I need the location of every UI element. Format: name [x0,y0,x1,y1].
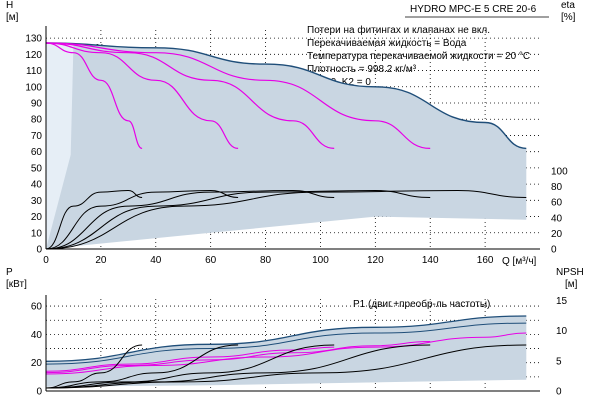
h-tick-label-8: 80 [31,115,43,126]
h-tick-label-0: 0 [36,245,42,256]
power-speed-curve-0 [45,346,335,372]
p-tick-label-2: 40 [31,330,43,341]
npsh-tick-label-1: 5 [556,356,562,367]
eta-axis-unit: [%] [561,12,576,23]
note-line-4: Плотность = 998.2 кг/м³ [307,64,417,75]
p2-curve [45,322,527,365]
h-tick-label-2: 20 [31,212,43,223]
eta-tick-label-2: 40 [551,213,563,224]
power-speed-curve-2 [45,332,527,375]
p-tick-label-3: 60 [31,302,43,313]
note-line-2: Перекачиваемая жидкость = Вода [307,38,467,49]
efficiency-curve-0 [45,189,143,250]
head-speed-curve-1 [45,42,239,149]
p-axis-unit: [кВт] [6,279,27,290]
q-tick-label-6: 120 [367,255,384,266]
q-tick-label-1: 20 [95,255,107,266]
h-tick-label-11: 110 [26,66,42,77]
npsh-tick-label-2: 10 [556,326,568,337]
h-tick-label-9: 90 [31,99,43,110]
h-axis-label: H [6,0,13,11]
efficiency-curve-1 [45,189,239,250]
head-speed-curve-2 [45,42,335,149]
q-tick-label-7: 140 [422,255,439,266]
h-tick-label-13: 130 [25,34,42,45]
q-tick-label-5: 100 [312,255,329,266]
q-tick-label-8: 160 [477,255,494,266]
q-tick-label-0: 0 [43,255,49,266]
efficiency-curve-4 [45,189,527,250]
p1-curve [45,315,527,362]
efficiency-curve-3 [45,189,431,250]
eta-tick-label-0: 0 [551,245,557,256]
note-line-3: Температура перекачиваемой жидкости = 20… [307,51,530,62]
h-tick-label-5: 50 [31,163,43,174]
power-envelope [46,316,527,387]
operating-envelope [46,43,527,249]
h-tick-label-4: 40 [31,180,43,191]
h-tick-label-6: 60 [31,147,43,158]
npsh-curve-4 [45,344,527,389]
upper-panel: 0 10 20 30 40 50 60 70 80 90 100 110 120 130 0 20 40 60 80… [25,26,568,266]
head-speed-curve-0 [45,42,143,149]
q-tick-label-3: 60 [205,255,217,266]
low-flow-band [46,42,74,249]
eta-tick-label-1: 20 [551,229,563,240]
q-axis-label: Q [м³/ч] [502,256,537,267]
npsh-curve-0 [45,344,143,389]
npsh-axis-unit: [м] [565,279,578,290]
h-tick-label-7: 70 [31,131,43,142]
eta-tick-label-3: 60 [551,198,563,209]
eta-tick-label-5: 100 [551,167,568,178]
note-line-1: Потери на фитингах и клапанах не вкл. [307,24,490,36]
legend-p1: P1 (двиг.+преобр-ль частоты) [353,298,490,310]
efficiency-curve-2 [45,189,335,250]
h-tick-label-12: 120 [25,50,42,61]
lower-panel: 0 20 40 60 0 5 10 15 [31,295,568,398]
npsh-curve-3 [45,344,431,389]
npsh-curve-1 [45,344,239,389]
head-speed-curve-3 [45,42,431,149]
h-tick-label-3: 30 [31,196,43,207]
p-tick-label-1: 20 [31,358,43,369]
npsh-tick-label-3: 15 [556,296,568,307]
npsh-curve-2 [45,344,335,389]
max-head-curve [45,42,527,150]
h-axis-unit: [м] [6,12,19,23]
eta-tick-label-4: 80 [551,182,563,193]
npsh-tick-label-0: 0 [556,387,562,398]
chart-title: HYDRO MPC-E 5 CRE 20-6 [410,4,537,15]
h-tick-label-10: 100 [25,82,42,93]
q-tick-label-2: 40 [150,255,162,266]
p-axis-label: P [6,267,13,278]
p-tick-label-0: 0 [36,387,42,398]
h-tick-label-1: 10 [31,228,43,239]
q-tick-label-4: 80 [260,255,272,266]
npsh-axis-label: NPSH [556,267,584,278]
eta-axis-label: eta [561,0,575,11]
